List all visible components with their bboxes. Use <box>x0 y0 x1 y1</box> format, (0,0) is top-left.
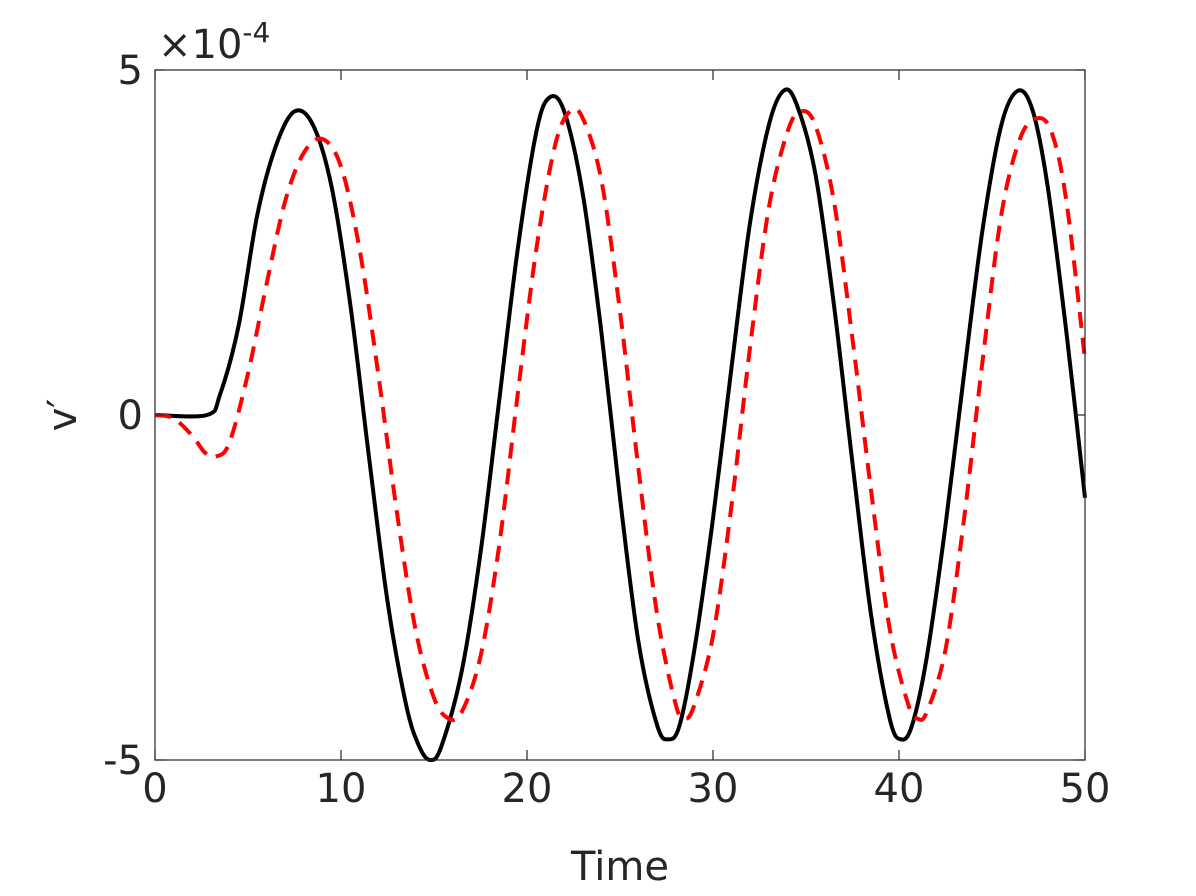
x-tick-label: 40 <box>874 766 925 812</box>
y-tick-label: -5 <box>103 738 143 784</box>
y-tick-label: 5 <box>118 48 143 94</box>
y-multiplier: ×10-4 <box>158 16 270 68</box>
x-tick-label: 20 <box>502 766 553 812</box>
x-axis-label: Time <box>570 844 669 890</box>
x-tick-label: 50 <box>1060 766 1111 812</box>
tick-layer <box>154 69 1086 761</box>
series-layer <box>154 87 1087 763</box>
series-line-solid <box>154 87 1087 763</box>
x-tick-label: 10 <box>316 766 367 812</box>
y-axis-label: v′ <box>40 399 86 432</box>
y-multiplier-exponent: -4 <box>242 16 270 49</box>
x-tick-label: 0 <box>142 766 167 812</box>
series-line-dashed <box>154 106 1087 723</box>
y-multiplier-base: ×10 <box>158 22 242 68</box>
y-tick-label: 0 <box>118 393 143 439</box>
x-tick-label: 30 <box>688 766 739 812</box>
